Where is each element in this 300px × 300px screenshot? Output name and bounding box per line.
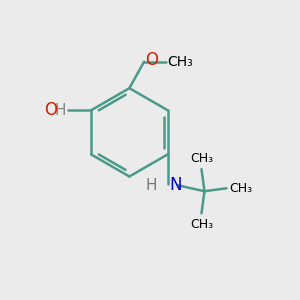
Text: H: H xyxy=(55,103,66,118)
Text: N: N xyxy=(169,176,182,194)
Text: CH₃: CH₃ xyxy=(230,182,253,195)
Text: CH₃: CH₃ xyxy=(190,218,213,231)
Text: CH₃: CH₃ xyxy=(190,152,213,165)
Text: CH₃: CH₃ xyxy=(168,55,194,69)
Text: O: O xyxy=(44,101,57,119)
Text: H: H xyxy=(146,178,157,193)
Text: O: O xyxy=(146,51,159,69)
